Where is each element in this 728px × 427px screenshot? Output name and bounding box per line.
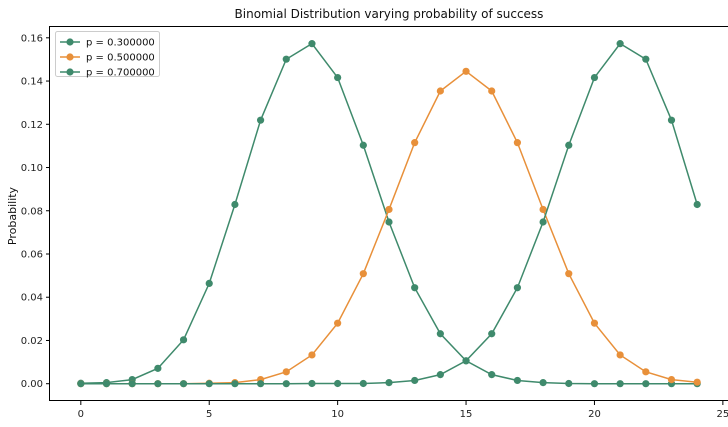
data-point <box>282 368 290 376</box>
y-tick-label: 0.06 <box>21 249 43 260</box>
y-axis-label: Probability <box>6 186 19 245</box>
data-point <box>436 87 444 95</box>
data-point <box>488 87 496 95</box>
data-point <box>462 357 470 365</box>
data-point <box>77 380 85 388</box>
y-tick-label: 0.14 <box>21 77 43 88</box>
series-layer <box>77 40 701 388</box>
y-tick-label: 0.08 <box>21 206 43 217</box>
data-point <box>308 379 316 388</box>
y-tick-label: 0.04 <box>21 293 43 304</box>
data-point <box>154 380 162 388</box>
data-point <box>642 380 650 388</box>
data-point <box>179 336 188 344</box>
data-point <box>385 218 393 226</box>
y-tick-label: 0.12 <box>21 120 43 131</box>
data-point <box>231 380 239 388</box>
legend-marker <box>66 53 74 61</box>
data-point <box>462 67 470 75</box>
series-line <box>80 70 698 385</box>
data-point <box>334 319 342 327</box>
data-point <box>539 379 547 387</box>
data-point <box>693 200 701 209</box>
series-3 <box>77 40 701 388</box>
data-point <box>102 380 111 388</box>
data-point <box>282 55 290 63</box>
legend-label: p = 0.700000 <box>86 68 155 79</box>
legend-label: p = 0.300000 <box>86 38 155 49</box>
data-point <box>513 376 522 385</box>
data-point <box>205 380 213 388</box>
data-point <box>616 351 624 359</box>
data-point <box>411 284 419 292</box>
data-point <box>642 368 650 376</box>
y-tick-label: 0.16 <box>21 33 43 44</box>
data-point <box>590 380 599 388</box>
data-point <box>565 379 573 388</box>
data-point <box>436 371 444 379</box>
data-point <box>590 73 599 82</box>
x-tick-label: 10 <box>331 409 344 420</box>
data-point <box>282 380 290 388</box>
data-point <box>642 55 650 63</box>
chart-title: Binomial Distribution varying probabilit… <box>235 7 544 21</box>
data-point <box>205 279 213 287</box>
legend-box <box>55 31 160 77</box>
data-point <box>359 270 367 278</box>
data-point <box>411 376 419 385</box>
y-tick-label: 0.02 <box>21 336 43 347</box>
data-point <box>385 379 393 387</box>
x-tick-label: 0 <box>78 409 84 420</box>
data-point <box>539 205 547 214</box>
data-point <box>334 73 342 82</box>
x-tick-label: 20 <box>588 409 601 420</box>
data-point <box>308 40 316 48</box>
series-1 <box>77 40 701 388</box>
data-point <box>436 330 444 338</box>
legend-label: p = 0.500000 <box>86 53 155 64</box>
axis-ticks: 0 5 10 15 20 25 0.00 0.02 0.04 0.06 0.08 0.10 0.12 0.… <box>21 33 728 420</box>
series-2 <box>77 67 701 388</box>
data-point <box>231 200 239 209</box>
data-point <box>179 380 188 388</box>
data-point <box>359 379 367 388</box>
data-point <box>411 139 419 147</box>
data-point <box>590 319 599 327</box>
data-point <box>128 380 136 388</box>
data-point <box>693 378 701 386</box>
plot-frame <box>49 26 728 401</box>
data-point <box>616 380 624 388</box>
data-point <box>359 141 367 149</box>
data-point <box>256 380 265 388</box>
legend: p = 0.300000 p = 0.500000 p = 0.700000 <box>55 31 160 79</box>
legend-marker <box>66 68 74 76</box>
series-line <box>80 42 698 385</box>
data-point <box>513 139 522 147</box>
data-point <box>667 375 676 384</box>
data-point <box>334 379 342 388</box>
data-point <box>308 351 316 359</box>
data-point <box>385 205 393 214</box>
data-point <box>616 40 624 48</box>
data-point <box>154 364 162 372</box>
y-tick-label: 0.10 <box>21 163 43 174</box>
data-point <box>667 116 676 124</box>
y-tick-label: 0.00 <box>21 379 43 390</box>
data-point <box>565 141 573 149</box>
data-point <box>565 270 573 278</box>
x-tick-label: 25 <box>716 409 728 420</box>
data-point <box>513 284 522 292</box>
data-point <box>488 371 496 379</box>
x-tick-label: 15 <box>460 409 473 420</box>
legend-marker <box>66 38 74 46</box>
data-point <box>539 218 547 226</box>
data-point <box>256 116 265 124</box>
data-point <box>488 330 496 338</box>
series-line <box>80 42 698 385</box>
x-tick-label: 5 <box>206 409 212 420</box>
